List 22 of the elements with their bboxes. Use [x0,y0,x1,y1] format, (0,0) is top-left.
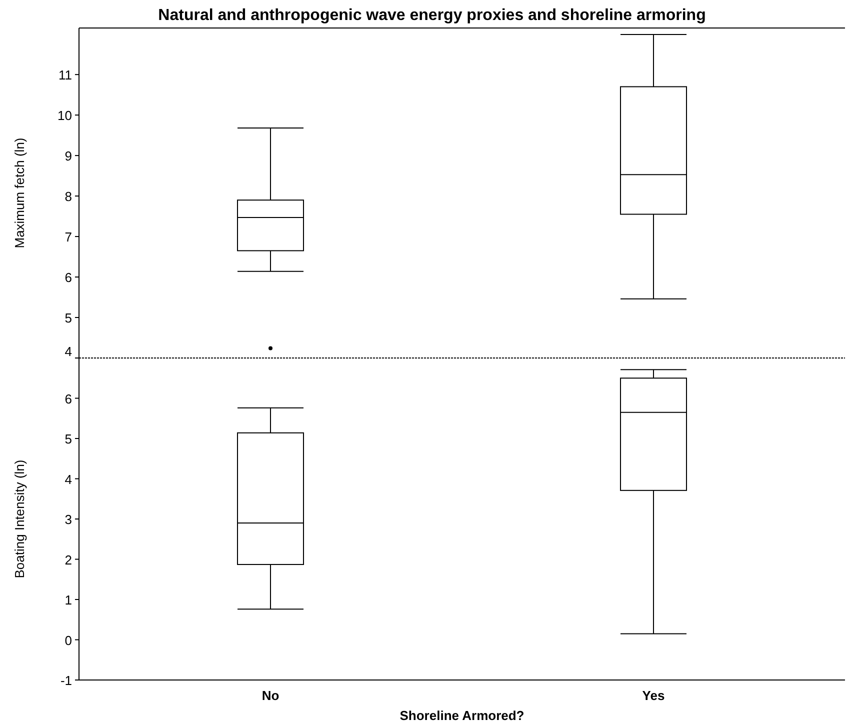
y-axis-title: Boating Intensity (ln) [12,460,27,578]
y-tick-label: 9 [64,148,72,164]
y-tick-label: 8 [64,189,72,204]
x-axis-title: Shoreline Armored? [400,708,524,723]
y-tick-label: 3 [64,512,72,527]
y-tick-label: 4 [64,344,72,359]
y-tick-label: 11 [58,68,72,83]
y-tick-label: 1 [64,592,72,608]
y-tick-label: 0 [64,632,72,648]
y-tick-label: 4 [64,472,72,487]
x-tick-label: Yes [642,688,665,703]
x-tick-label: No [262,688,280,703]
y-tick-label: 5 [64,432,72,446]
y-axis-title: Maximum fetch (ln) [12,138,27,248]
y-tick-label: 2 [64,552,72,568]
y-tick-label: 5 [64,310,72,326]
chart-title: Natural and anthropogenic wave energy proxies and shoreline armoring [158,7,706,24]
y-tick-label: 10 [58,108,72,124]
y-tick-label: 6 [64,391,72,406]
y-tick-label: 7 [64,230,72,245]
y-tick-label: 6 [64,270,72,286]
y-tick-label: -1 [60,673,72,688]
